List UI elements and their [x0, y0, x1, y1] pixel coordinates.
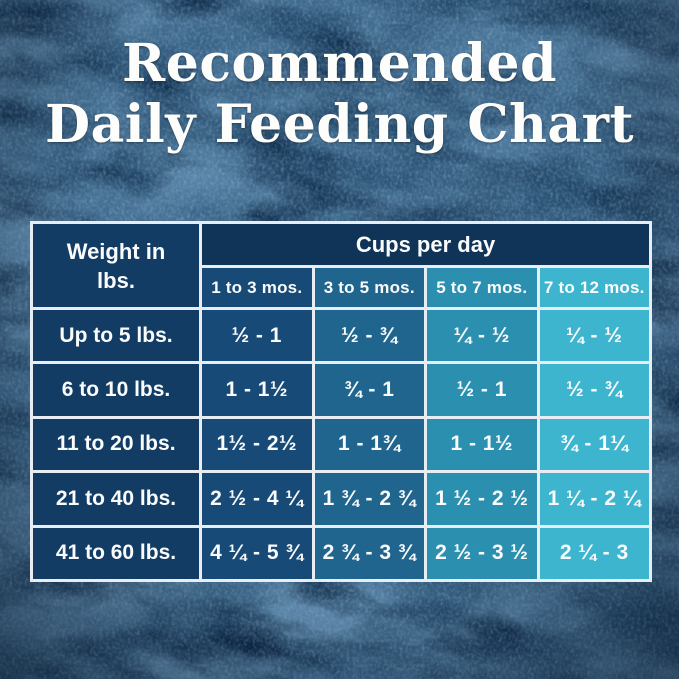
feeding-value-cell: 2 ½ - 4 ¼	[202, 473, 312, 525]
feeding-value-cell: ½ - ¾	[314, 310, 424, 362]
feeding-value-cell: 1½ - 2½	[202, 418, 312, 471]
weight-column-header: Weight in lbs.	[33, 224, 199, 307]
feeding-value-cell: 4 ¼ - 5 ¾	[202, 527, 312, 579]
feeding-value-cell: 1 - 1½	[427, 418, 537, 471]
weight-row-label: 6 to 10 lbs.	[33, 364, 199, 416]
feeding-value-cell: ½ - ¾	[539, 364, 649, 416]
feeding-value-cell: ¾ - 1¼	[539, 418, 649, 471]
feeding-value-cell: 1 - 1½	[202, 364, 312, 416]
feeding-value-cell: 2 ¼ - 3	[539, 527, 649, 579]
page-title: Recommended Daily Feeding Chart	[0, 33, 679, 155]
page-title-line-1: Recommended	[122, 33, 557, 94]
age-header-3-to-5-mos: 3 to 5 mos.	[314, 268, 424, 307]
feeding-value-cell: ¼ - ½	[427, 310, 537, 362]
feeding-value-cell: 1 - 1¾	[314, 418, 424, 471]
feeding-value-cell: 2 ½ - 3 ½	[427, 527, 537, 579]
feeding-chart-table: Weight in lbs. Cups per day 1 to 3 mos. …	[30, 221, 652, 582]
feeding-value-cell: 2 ¾ - 3 ¾	[314, 527, 424, 579]
feeding-value-cell: ¾ - 1	[314, 364, 424, 416]
age-header-5-to-7-mos: 5 to 7 mos.	[427, 268, 537, 307]
age-header-7-to-12-mos: 7 to 12 mos.	[539, 268, 649, 307]
weight-header-line-2: lbs.	[97, 267, 135, 293]
weight-row-label: 41 to 60 lbs.	[33, 527, 199, 579]
weight-row-label: Up to 5 lbs.	[33, 310, 199, 362]
feeding-value-cell: ½ - 1	[427, 364, 537, 416]
feeding-value-cell: ½ - 1	[202, 310, 312, 362]
page-title-line-2: Daily Feeding Chart	[44, 94, 635, 155]
feeding-value-cell: 1 ¾ - 2 ¾	[314, 473, 424, 525]
age-header-1-to-3-mos: 1 to 3 mos.	[202, 268, 312, 307]
feeding-value-cell: ¼ - ½	[539, 310, 649, 362]
feeding-value-cell: 1 ¼ - 2 ¼	[539, 473, 649, 525]
feeding-value-cell: 1 ½ - 2 ½	[427, 473, 537, 525]
weight-row-label: 21 to 40 lbs.	[33, 473, 199, 525]
weight-row-label: 11 to 20 lbs.	[33, 418, 199, 471]
weight-header-line-1: Weight in	[66, 238, 166, 264]
cups-per-day-header: Cups per day	[202, 224, 649, 265]
